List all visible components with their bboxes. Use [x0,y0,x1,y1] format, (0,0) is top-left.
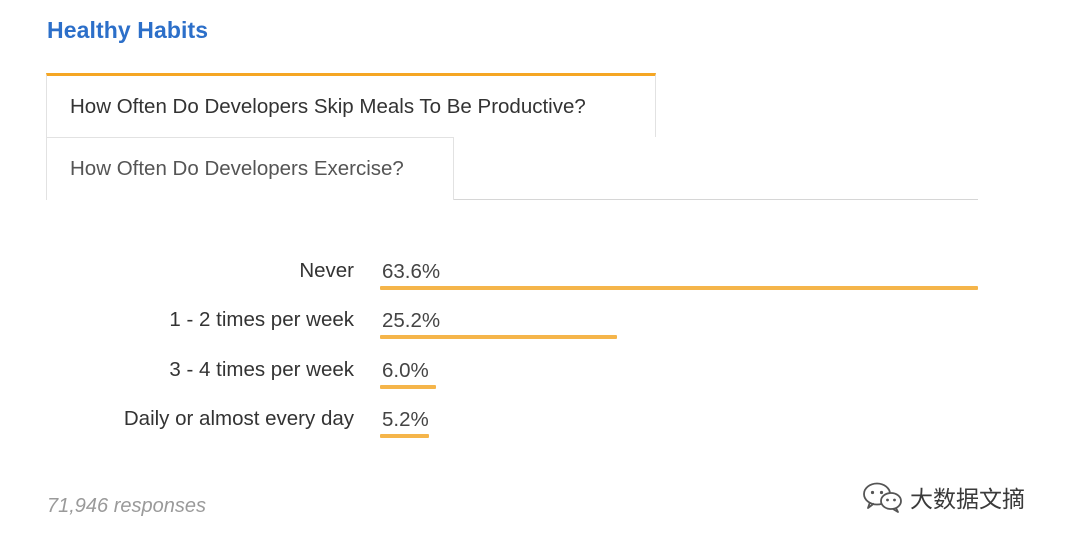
bar [380,433,429,438]
value-label: 25.2% [382,309,441,333]
category-label: 3 - 4 times per week [169,357,354,381]
watermark: 大数据文摘 [862,480,1025,514]
category-label: Daily or almost every day [123,406,354,430]
category-label: Never [299,259,354,282]
tab-exercise[interactable]: How Often Do Developers Exercise? [46,137,454,200]
value-label: 63.6% [382,260,441,283]
section-title: Healthy Habits [47,17,209,43]
value-label: 6.0% [382,358,429,382]
bar [380,286,978,290]
wechat-icon [863,482,902,513]
bar [380,384,436,389]
category-label: 1 - 2 times per week [169,308,354,332]
watermark-text: 大数据文摘 [910,487,1025,513]
question-tabs: How Often Do Developers Skip Meals To Be… [46,73,978,201]
response-count: 71,946 responses [47,495,207,517]
tab-skip-meals[interactable]: How Often Do Developers Skip Meals To Be… [46,73,656,137]
tabs-divider [46,199,978,200]
bar [380,335,617,340]
value-label: 5.2% [382,407,429,431]
